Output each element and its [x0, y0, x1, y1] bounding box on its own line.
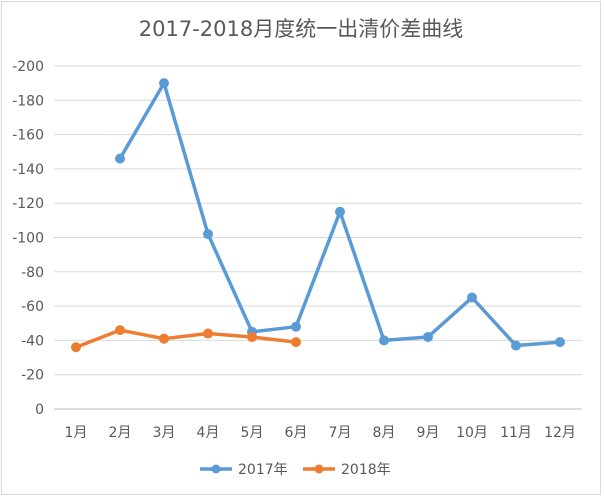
data-point — [291, 337, 301, 348]
series-1 — [115, 78, 565, 351]
gridlines — [54, 65, 582, 410]
data-point — [379, 335, 389, 346]
legend-label: 2017年 — [238, 462, 288, 478]
data-point — [71, 342, 81, 353]
y-tick-label: -40 — [21, 333, 44, 349]
chart-title: 2017-2018月度统一出清价差曲线 — [139, 17, 463, 41]
legend: 2017年 2018年 — [200, 462, 391, 478]
legend-item: 2017年 — [200, 462, 288, 478]
legend-label: 2018年 — [341, 462, 391, 478]
y-tick-label: -200 — [12, 59, 44, 75]
data-point — [115, 153, 125, 164]
data-point — [555, 337, 565, 348]
data-point — [203, 328, 213, 339]
x-axis-ticks: 1月 2月 3月 4月 5月 6月 7月 8月 9月 10月 11月 12月 — [65, 425, 576, 441]
data-point — [291, 321, 301, 332]
data-point — [203, 229, 213, 240]
y-tick-label: -60 — [21, 299, 44, 315]
series-2 — [71, 325, 301, 353]
legend-swatch-marker — [211, 464, 221, 474]
y-tick-label: -180 — [12, 93, 44, 109]
data-point — [511, 340, 521, 351]
legend-swatch-marker — [314, 464, 324, 474]
y-tick-label: -160 — [12, 128, 44, 144]
data-point — [115, 325, 125, 336]
data-point — [159, 78, 169, 89]
x-tick-label: 3月 — [153, 425, 176, 441]
legend-item: 2018年 — [303, 462, 391, 478]
x-tick-label: 10月 — [456, 425, 488, 441]
data-point — [423, 331, 433, 342]
y-tick-label: -80 — [21, 265, 44, 281]
y-tick-label: 0 — [35, 402, 44, 418]
data-point — [159, 333, 169, 344]
series-layer — [71, 78, 565, 353]
x-tick-label: 2月 — [109, 425, 132, 441]
data-point — [247, 331, 257, 342]
data-point — [467, 292, 477, 303]
y-tick-label: -120 — [12, 196, 44, 212]
x-tick-label: 8月 — [373, 425, 396, 441]
x-tick-label: 11月 — [500, 425, 532, 441]
x-tick-label: 1月 — [65, 425, 88, 441]
y-tick-label: -100 — [12, 231, 44, 247]
y-tick-label: -20 — [21, 368, 44, 384]
x-tick-label: 9月 — [417, 425, 440, 441]
x-tick-label: 4月 — [197, 425, 220, 441]
x-tick-label: 6月 — [285, 425, 308, 441]
series-line — [74, 328, 298, 350]
x-tick-label: 12月 — [544, 425, 576, 441]
y-tick-label: -140 — [12, 162, 44, 178]
x-tick-label: 7月 — [329, 425, 352, 441]
y-axis-ticks: 0 -20 -40 -60 -80 -100 -120 -140 -160 -180 -200 — [12, 59, 44, 418]
data-point — [335, 206, 345, 217]
x-tick-label: 5月 — [241, 425, 264, 441]
